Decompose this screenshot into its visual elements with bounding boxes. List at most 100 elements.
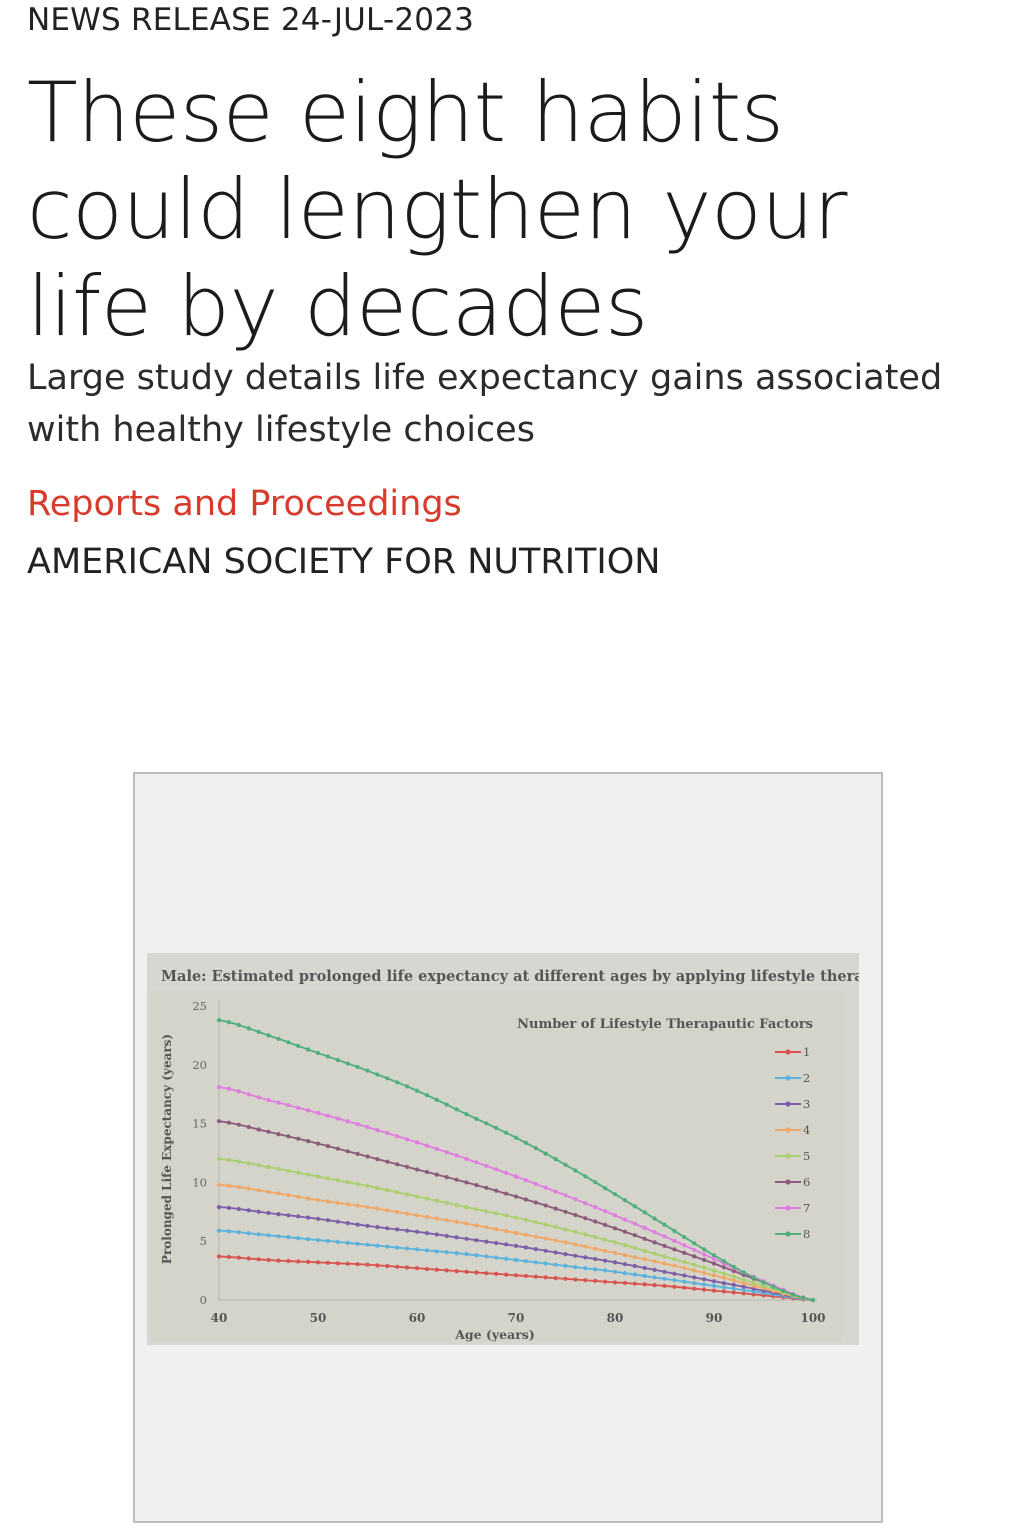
data-point [533, 1247, 538, 1252]
data-point [256, 1127, 261, 1132]
data-point [315, 1050, 321, 1056]
data-point [612, 1280, 618, 1285]
data-point [741, 1291, 746, 1296]
data-point [335, 1116, 340, 1121]
data-point [543, 1203, 548, 1208]
data-point [612, 1240, 618, 1245]
data-point [583, 1244, 588, 1249]
data-point [375, 1225, 380, 1230]
life-expectancy-chart: Male: Estimated prolonged life expectanc… [147, 953, 859, 1345]
data-point [246, 1161, 251, 1166]
data-point [652, 1216, 657, 1221]
data-point [345, 1240, 350, 1245]
data-point [702, 1277, 707, 1282]
data-point [325, 1238, 330, 1244]
legend-item-5: 5 [775, 1149, 810, 1163]
data-point [652, 1240, 657, 1245]
data-point [395, 1209, 400, 1215]
data-point [395, 1227, 400, 1232]
data-point [405, 1246, 410, 1251]
data-point [365, 1223, 370, 1228]
data-point [682, 1273, 687, 1278]
data-point [266, 1165, 271, 1170]
data-point [315, 1237, 321, 1243]
legend-item-1: 1 [775, 1045, 810, 1059]
data-point [414, 1194, 420, 1199]
data-point [395, 1264, 400, 1269]
legend-label: 4 [803, 1123, 810, 1137]
data-point [325, 1176, 330, 1181]
data-point [286, 1258, 291, 1264]
data-point [692, 1262, 697, 1267]
data-point [583, 1174, 588, 1179]
data-point [276, 1132, 281, 1137]
data-point [216, 1018, 222, 1023]
data-point [682, 1243, 687, 1248]
data-point [583, 1278, 588, 1283]
data-point [296, 1194, 301, 1199]
data-point [395, 1162, 400, 1167]
data-point [702, 1252, 707, 1257]
data-point [266, 1210, 271, 1216]
data-point [741, 1277, 746, 1282]
data-point [236, 1122, 241, 1127]
chart-series-layer [216, 1018, 816, 1303]
data-point [276, 1036, 281, 1041]
data-point [246, 1186, 251, 1191]
data-point [256, 1257, 261, 1262]
data-point [345, 1149, 350, 1154]
data-point [523, 1259, 528, 1264]
data-point [365, 1068, 370, 1073]
data-point [325, 1260, 330, 1265]
data-point [375, 1072, 380, 1077]
data-point [296, 1043, 301, 1048]
series-8 [216, 1018, 816, 1303]
data-point [365, 1242, 370, 1247]
data-point [533, 1274, 538, 1279]
data-point [414, 1167, 420, 1172]
data-point [464, 1156, 469, 1161]
data-point [523, 1273, 528, 1279]
legend-swatch-marker [785, 1127, 791, 1133]
data-point [375, 1128, 380, 1133]
data-point [424, 1169, 429, 1175]
data-point [325, 1218, 330, 1223]
x-tick-label: 90 [706, 1311, 723, 1325]
data-point [593, 1246, 598, 1251]
data-point [761, 1283, 766, 1288]
data-point [454, 1177, 459, 1182]
data-point [741, 1288, 746, 1293]
category-link[interactable]: Reports and Proceedings [27, 484, 462, 524]
data-point [632, 1245, 637, 1250]
data-point [543, 1261, 548, 1266]
data-point [345, 1119, 350, 1124]
data-point [286, 1134, 291, 1139]
data-point [682, 1285, 687, 1290]
data-point [434, 1146, 439, 1151]
data-point [335, 1200, 340, 1205]
data-point [603, 1222, 608, 1227]
data-point [276, 1258, 281, 1263]
data-point [296, 1214, 301, 1219]
data-point [306, 1108, 311, 1113]
data-point [731, 1278, 736, 1283]
data-point [266, 1233, 271, 1238]
data-point [306, 1259, 311, 1264]
data-point [771, 1284, 776, 1289]
data-point [791, 1292, 796, 1297]
data-point [751, 1275, 756, 1280]
data-point [306, 1237, 311, 1242]
data-point [652, 1267, 657, 1272]
data-point [246, 1026, 251, 1031]
data-point [226, 1120, 231, 1125]
data-point [622, 1243, 627, 1248]
data-point [216, 1119, 222, 1124]
data-point [593, 1205, 598, 1210]
legend-swatch-marker [785, 1153, 791, 1159]
data-point [335, 1239, 340, 1244]
data-point [226, 1157, 231, 1163]
data-point [484, 1185, 489, 1190]
data-point [355, 1064, 360, 1070]
data-point [593, 1278, 598, 1283]
data-point [286, 1213, 291, 1218]
